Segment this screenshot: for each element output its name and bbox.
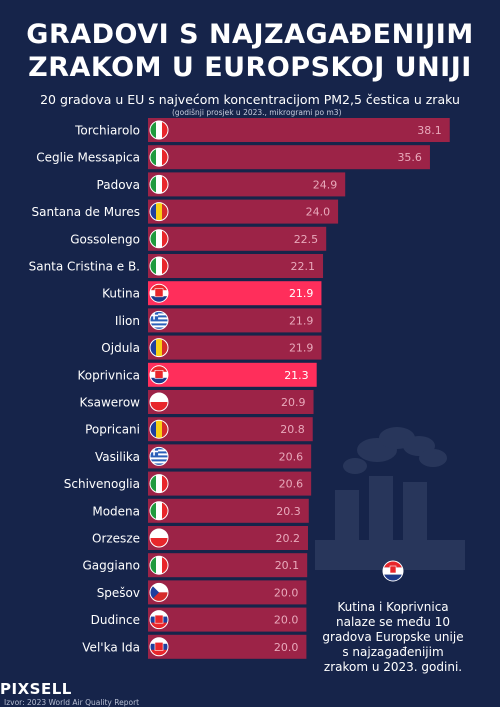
category-label: Koprivnica bbox=[78, 368, 141, 382]
category-label: Santana de Mures bbox=[32, 205, 141, 219]
bar-dudince bbox=[148, 607, 307, 632]
greece-flag-icon bbox=[149, 446, 169, 466]
bar-koprivnica bbox=[148, 362, 317, 387]
category-label: Ceglie Messapica bbox=[36, 151, 140, 165]
unit-note: (godišnji prosjek u 2023., mikrogrami po… bbox=[172, 108, 342, 117]
category-label: Ojdula bbox=[101, 341, 140, 355]
bar-popricani bbox=[148, 417, 313, 442]
category-label: Vel'ka Ida bbox=[82, 640, 140, 654]
bar-kutina bbox=[148, 281, 322, 306]
title-line-1: GRADOVI S NAJZAGAĐENIJIM bbox=[26, 19, 474, 50]
category-label: Torchiarolo bbox=[74, 124, 140, 138]
croatia-flag-icon bbox=[149, 365, 169, 385]
value-label: 20.0 bbox=[274, 614, 299, 627]
pixsell-logo: PIXSELL bbox=[0, 680, 72, 698]
bar-ojdula bbox=[148, 335, 322, 360]
slovakia-flag-icon bbox=[149, 610, 169, 630]
greece-flag-icon bbox=[149, 310, 169, 330]
category-label: Schivenoglia bbox=[64, 477, 140, 491]
category-label: Ksawerow bbox=[80, 396, 141, 410]
value-label: 24.9 bbox=[313, 178, 338, 191]
italy-flag-icon bbox=[149, 474, 169, 494]
value-label: 20.0 bbox=[274, 641, 299, 654]
value-label: 24.0 bbox=[306, 206, 331, 219]
bar-ksawerow bbox=[148, 390, 314, 414]
czechia-flag-icon bbox=[149, 582, 169, 602]
italy-flag-icon bbox=[149, 174, 169, 194]
romania-flag-icon bbox=[149, 419, 169, 439]
bar-padova bbox=[148, 172, 346, 197]
value-label: 20.3 bbox=[276, 505, 301, 518]
poland-flag-icon bbox=[149, 392, 169, 412]
category-label: Ilion bbox=[115, 314, 140, 328]
factory-icon bbox=[315, 427, 465, 570]
category-label: Spešov bbox=[97, 586, 140, 600]
category-label: Popricani bbox=[85, 423, 140, 437]
bar-santa-cristina-e-b- bbox=[148, 254, 324, 278]
bar-santana-de-mures bbox=[148, 199, 339, 224]
value-label: 20.0 bbox=[274, 586, 299, 599]
category-label: Orzesze bbox=[92, 532, 140, 546]
bar-gaggiano bbox=[148, 553, 308, 578]
value-label: 21.3 bbox=[284, 369, 309, 382]
value-label: 20.6 bbox=[279, 450, 304, 463]
romania-flag-icon bbox=[149, 338, 169, 358]
category-label: Gaggiano bbox=[82, 559, 140, 573]
value-label: 21.9 bbox=[289, 342, 314, 355]
callout-box: Kutina i Koprivnica nalaze se među 10 gr… bbox=[320, 560, 466, 675]
category-label: Santa Cristina e B. bbox=[29, 260, 140, 274]
value-label: 21.9 bbox=[289, 314, 314, 327]
category-label: Modena bbox=[92, 504, 140, 518]
italy-flag-icon bbox=[149, 501, 169, 521]
italy-flag-icon bbox=[149, 256, 169, 276]
source-note: Izvor: 2023 World Air Quality Report bbox=[4, 698, 140, 707]
category-label: Dudince bbox=[91, 613, 140, 627]
chart-subtitle: 20 gradova u EU s najvećom koncentracijo… bbox=[40, 92, 460, 107]
poland-flag-icon bbox=[149, 528, 169, 548]
bar-torchiarolo bbox=[148, 118, 450, 142]
value-label: 20.2 bbox=[275, 532, 300, 545]
bar-gossolengo bbox=[148, 226, 327, 251]
category-label: Padova bbox=[97, 178, 140, 192]
bar-ilion bbox=[148, 308, 322, 333]
value-label: 22.1 bbox=[291, 260, 316, 273]
italy-flag-icon bbox=[149, 555, 169, 575]
value-label: 22.5 bbox=[294, 233, 319, 246]
title-line-2: ZRAKOM U EUROPSKOJ UNIJI bbox=[28, 52, 472, 83]
category-label: Vasilika bbox=[95, 450, 140, 464]
value-label: 20.6 bbox=[279, 478, 304, 491]
bar-schivenoglia bbox=[148, 471, 312, 496]
value-label: 20.8 bbox=[280, 423, 305, 436]
bar-vel-ka-ida bbox=[148, 634, 307, 659]
italy-flag-icon bbox=[149, 120, 169, 140]
italy-flag-icon bbox=[149, 229, 169, 249]
bar-orzesze bbox=[148, 526, 308, 550]
value-label: 35.6 bbox=[397, 151, 422, 164]
value-label: 21.9 bbox=[289, 287, 314, 300]
category-label: Gossolengo bbox=[70, 232, 140, 246]
croatia-flag-icon bbox=[382, 560, 404, 582]
value-label: 20.1 bbox=[275, 559, 300, 572]
bar-ceglie-messapica bbox=[148, 145, 430, 170]
slovakia-flag-icon bbox=[149, 637, 169, 657]
croatia-flag-icon bbox=[149, 283, 169, 303]
bar-vasilika bbox=[148, 444, 312, 469]
callout-text: Kutina i Koprivnica nalaze se među 10 gr… bbox=[322, 600, 464, 674]
romania-flag-icon bbox=[149, 202, 169, 222]
bar-spe-ov bbox=[148, 580, 307, 605]
italy-flag-icon bbox=[149, 147, 169, 167]
value-label: 20.9 bbox=[281, 396, 306, 409]
bar-modena bbox=[148, 498, 309, 523]
category-label: Kutina bbox=[102, 287, 140, 301]
value-label: 38.1 bbox=[417, 124, 442, 137]
chart-title: GRADOVI S NAJZAGAĐENIJIM ZRAKOM U EUROPS… bbox=[0, 18, 500, 84]
